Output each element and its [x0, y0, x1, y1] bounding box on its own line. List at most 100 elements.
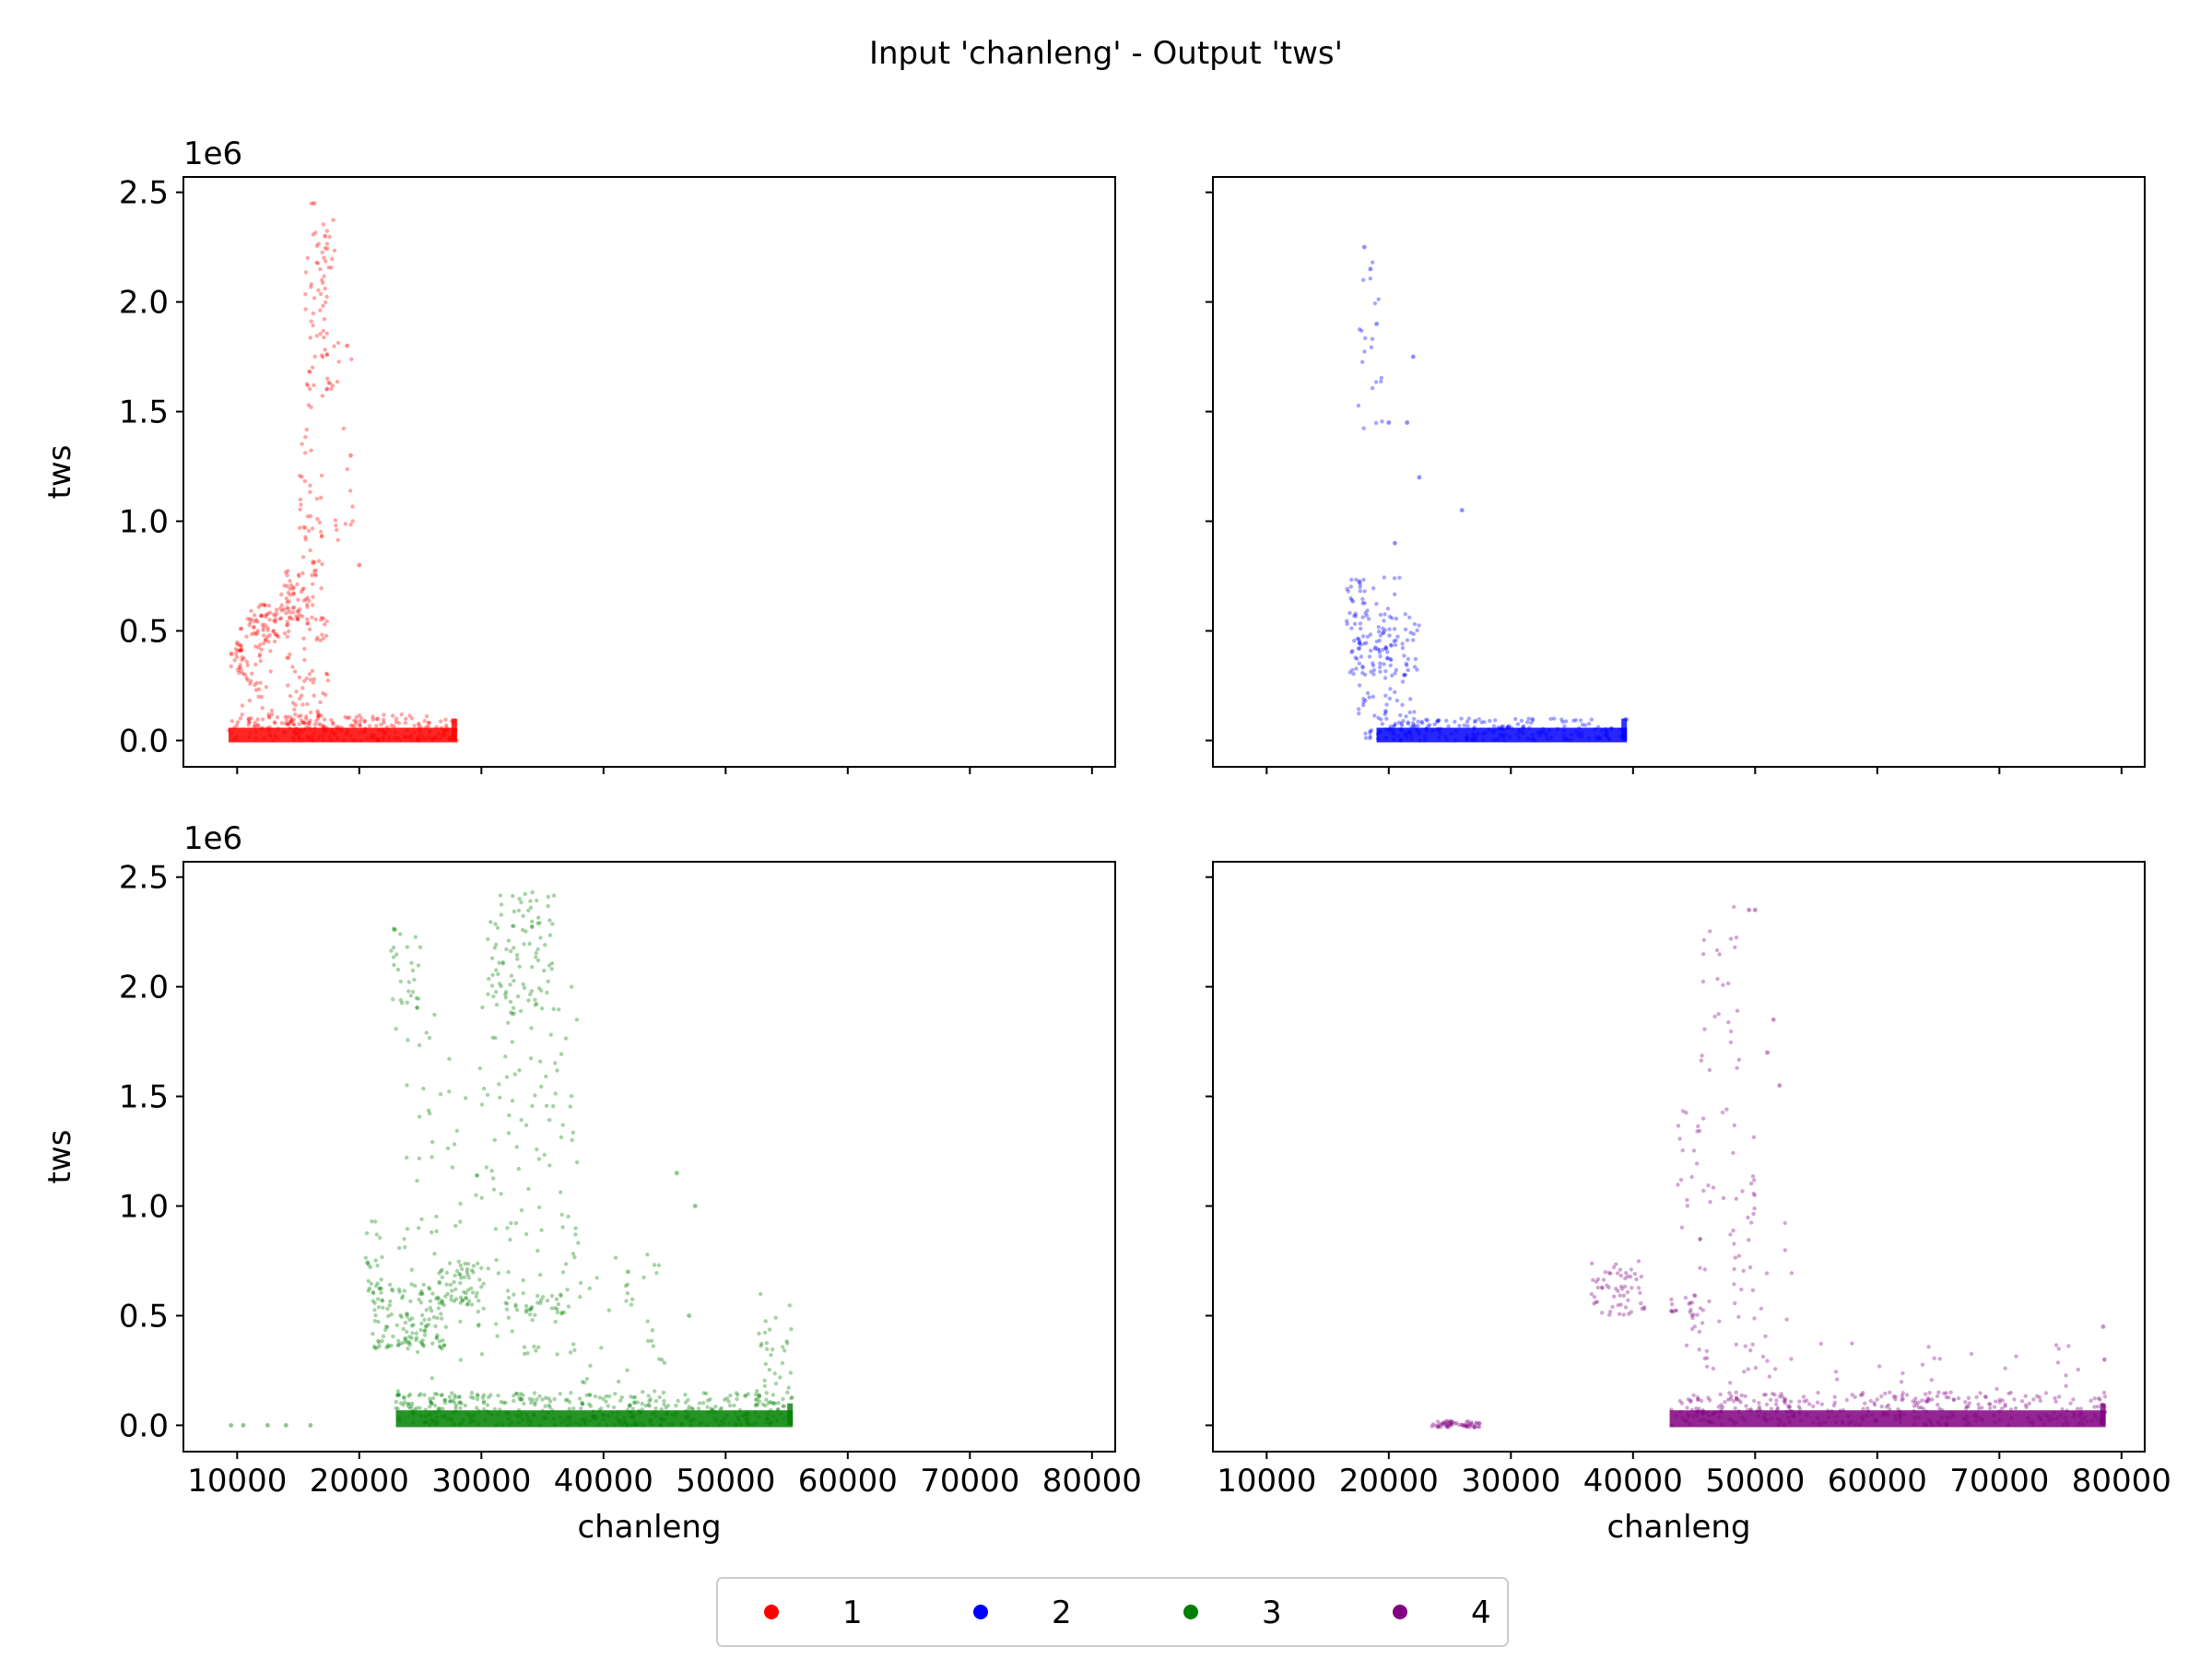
data-point: [1378, 661, 1382, 665]
data-point: [506, 1315, 512, 1320]
data-point: [252, 724, 257, 729]
data-point: [1747, 1238, 1751, 1242]
data-point: [309, 405, 313, 409]
data-point: [535, 1147, 539, 1152]
data-point: [2099, 1421, 2103, 1426]
data-point: [1750, 1174, 1756, 1179]
data-point: [395, 967, 401, 972]
data-point: [515, 994, 521, 999]
data-point: [424, 714, 429, 719]
data-point: [1752, 1316, 1757, 1321]
data-point: [285, 655, 289, 660]
data-point: [407, 1317, 412, 1323]
data-point: [283, 714, 288, 719]
data-point: [2053, 1343, 2059, 1347]
data-point: [373, 1219, 378, 1224]
data-point: [230, 738, 236, 743]
data-point: [267, 733, 272, 737]
data-point: [535, 1300, 540, 1305]
data-point: [1415, 667, 1419, 672]
data-point: [403, 735, 407, 740]
data-point: [267, 633, 272, 638]
data-point: [529, 1419, 534, 1424]
data-point: [405, 1312, 410, 1317]
data-point: [1382, 628, 1388, 632]
data-point: [743, 1394, 747, 1398]
data-point: [300, 686, 305, 690]
data-point: [519, 900, 524, 905]
data-point: [610, 1411, 615, 1416]
data-point: [755, 1403, 760, 1407]
data-point: [1738, 1400, 1743, 1405]
data-point: [408, 733, 413, 738]
data-point: [405, 1227, 410, 1231]
data-point: [255, 629, 260, 633]
data-point: [1690, 1315, 1695, 1321]
data-point: [427, 1111, 432, 1116]
data-point: [304, 676, 309, 681]
data-point: [540, 1006, 545, 1011]
data-point: [1964, 1414, 1970, 1418]
data-point: [544, 1074, 548, 1079]
data-point: [405, 945, 410, 949]
data-point: [1924, 1398, 1928, 1404]
data-point: [1891, 1394, 1896, 1399]
data-point: [649, 1338, 654, 1344]
data-point: [1746, 1367, 1751, 1371]
data-point: [656, 1263, 662, 1268]
data-point: [781, 1396, 785, 1402]
data-point: [550, 1408, 555, 1413]
data-point: [1764, 1402, 1770, 1407]
data-point: [760, 1402, 766, 1406]
data-point: [528, 1312, 533, 1317]
data-point: [409, 737, 414, 743]
data-point: [411, 1410, 416, 1416]
data-point: [1368, 731, 1372, 735]
data-point: [1415, 628, 1419, 633]
data-point: [435, 1315, 440, 1321]
data-point: [508, 948, 513, 954]
data-point: [606, 1404, 610, 1408]
data-point: [316, 288, 321, 293]
data-point: [1893, 1394, 1898, 1399]
data-point: [1732, 1241, 1736, 1246]
data-point: [650, 1328, 655, 1333]
data-point: [370, 1219, 374, 1224]
data-point: [424, 736, 429, 741]
data-point: [1412, 723, 1417, 727]
y-offset-text-3: 1e6: [183, 820, 242, 857]
data-point: [765, 1416, 770, 1421]
data-point: [1693, 1293, 1698, 1299]
data-point: [600, 1412, 606, 1418]
data-point: [506, 1411, 511, 1416]
data-point: [1723, 1400, 1727, 1405]
data-point: [1769, 1406, 1774, 1411]
data-point: [1980, 1406, 1984, 1410]
data-point: [329, 386, 334, 391]
data-point: [304, 602, 310, 607]
data-point: [418, 1340, 423, 1345]
data-point: [735, 1415, 740, 1420]
data-point: [1456, 1422, 1462, 1428]
data-point: [539, 1084, 544, 1089]
data-point: [2030, 1419, 2035, 1424]
data-point: [1408, 630, 1413, 635]
data-point: [1515, 722, 1521, 726]
data-point: [734, 1423, 738, 1428]
data-point: [2072, 1412, 2077, 1417]
data-point: [419, 1288, 424, 1294]
data-point: [252, 613, 257, 618]
data-point: [587, 1393, 593, 1398]
data-point: [1860, 1415, 1865, 1419]
axes-frame-3: [182, 861, 1116, 1453]
data-point: [518, 1392, 524, 1396]
data-point: [529, 989, 535, 994]
data-point: [324, 728, 329, 734]
data-point: [580, 1400, 584, 1406]
data-point: [1761, 1416, 1766, 1421]
data-point: [394, 720, 398, 724]
data-point: [509, 1010, 513, 1015]
data-point: [391, 926, 396, 931]
data-point: [558, 1415, 562, 1419]
data-point: [548, 1399, 553, 1404]
